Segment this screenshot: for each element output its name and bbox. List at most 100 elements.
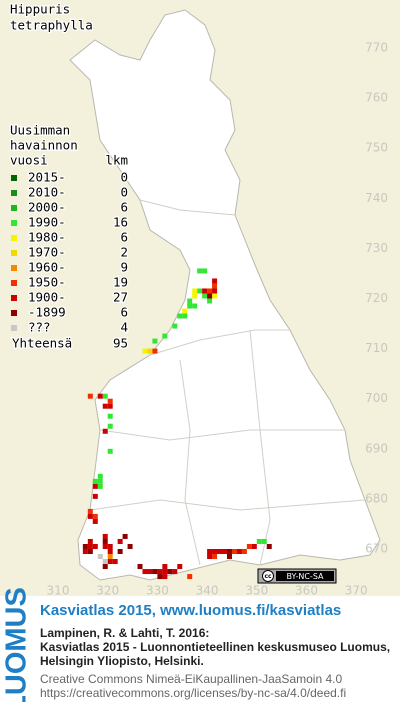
- occurrence-square: [222, 549, 228, 554]
- occurrence-square: [127, 543, 133, 549]
- legend-total: 95: [113, 336, 128, 351]
- y-tick-label: 770: [365, 41, 388, 55]
- citation: Kasviatlas 2015 - Luonnontieteellinen ke…: [40, 640, 390, 654]
- legend-count: 2: [120, 245, 128, 260]
- legend-swatch: [11, 325, 17, 331]
- occurrence-square: [172, 569, 178, 575]
- occurrence-square: [177, 313, 183, 319]
- occurrence-square: [102, 393, 108, 399]
- occurrence-square: [147, 569, 153, 575]
- citation: Helsingin Yliopisto, Helsinki.: [40, 654, 204, 668]
- x-tick-label: 340: [196, 584, 219, 598]
- legend-swatch: [11, 280, 17, 286]
- occurrence-square: [212, 283, 218, 289]
- occurrence-square: [87, 508, 93, 514]
- occurrence-square: [217, 549, 223, 554]
- occurrence-square: [202, 288, 208, 294]
- occurrence-square: [167, 569, 173, 575]
- occurrence-square: [97, 483, 103, 489]
- occurrence-square: [102, 564, 108, 570]
- occurrence-square: [187, 303, 193, 309]
- occurrence-square: [97, 393, 103, 399]
- occurrence-square: [122, 533, 128, 539]
- legend-count: 16: [113, 215, 128, 230]
- y-tick-label: 720: [365, 291, 388, 305]
- legend-count: 0: [120, 170, 128, 185]
- legend-count: 6: [120, 305, 128, 320]
- occurrence-square: [251, 543, 257, 549]
- legend-label: 1980-: [28, 230, 66, 245]
- occurrence-square: [117, 549, 123, 554]
- occurrence-square: [226, 554, 232, 560]
- occurrence-square: [102, 403, 108, 409]
- legend-count: 9: [120, 260, 128, 275]
- region-border: [179, 359, 201, 566]
- occurrence-square: [266, 543, 272, 549]
- occurrence-square: [256, 538, 262, 544]
- occurrence-square: [102, 533, 108, 539]
- species-name: Hippuris: [10, 2, 70, 17]
- svg-text:cc: cc: [264, 573, 272, 580]
- occurrence-square: [152, 569, 158, 575]
- y-tick-label: 760: [365, 91, 388, 105]
- occurrence-squares: [82, 268, 272, 580]
- occurrence-square: [192, 288, 198, 294]
- occurrence-square: [172, 323, 178, 329]
- occurrence-square: [87, 513, 93, 519]
- occurrence-square: [162, 564, 168, 570]
- occurrence-square: [226, 549, 232, 554]
- occurrence-square: [97, 473, 103, 479]
- legend-count: 27: [113, 290, 128, 305]
- occurrence-square: [87, 549, 93, 554]
- occurrence-square: [152, 338, 158, 344]
- y-tick-label: 730: [365, 241, 388, 255]
- occurrence-square: [157, 569, 163, 575]
- legend-count: 0: [120, 185, 128, 200]
- occurrence-square: [137, 564, 143, 570]
- occurrence-square: [92, 483, 98, 489]
- occurrence-square: [197, 268, 203, 274]
- occurrence-square: [142, 569, 148, 575]
- occurrence-square: [202, 293, 208, 299]
- occurrence-square: [187, 298, 193, 304]
- x-tick-label: 370: [345, 584, 368, 598]
- x-tick-label: 330: [146, 584, 169, 598]
- legend-label: 1960-: [28, 260, 66, 275]
- occurrence-square: [102, 428, 108, 434]
- occurrence-square: [202, 268, 208, 274]
- y-tick-label: 710: [365, 341, 388, 355]
- occurrence-square: [212, 293, 218, 299]
- occurrence-square: [152, 348, 158, 354]
- occurrence-square: [87, 538, 93, 544]
- legend-count: 6: [120, 230, 128, 245]
- occurrence-square: [207, 293, 213, 299]
- legend-swatch: [11, 235, 17, 241]
- occurrence-square: [197, 288, 203, 294]
- occurrence-square: [102, 538, 108, 544]
- occurrence-square: [107, 413, 113, 419]
- y-tick-label: 690: [365, 441, 388, 455]
- occurrence-square: [92, 518, 98, 524]
- region-border: [99, 429, 345, 441]
- occurrence-square: [162, 333, 168, 339]
- atlas-link[interactable]: Kasviatlas 2015, www.luomus.fi/kasviatla…: [40, 602, 341, 619]
- occurrence-square: [82, 549, 88, 554]
- legend-count: 6: [120, 200, 128, 215]
- region-border: [149, 329, 290, 356]
- legend-swatch: [11, 295, 17, 301]
- occurrence-square: [107, 543, 113, 549]
- legend-label: 2015-: [28, 170, 66, 185]
- occurrence-square: [97, 554, 103, 560]
- occurrence-square: [102, 543, 108, 549]
- x-tick-label: 360: [295, 584, 318, 598]
- citation: Lampinen, R. & Lahti, T. 2016:: [40, 626, 209, 640]
- occurrence-square: [92, 478, 98, 484]
- occurrence-square: [107, 549, 113, 554]
- occurrence-square: [236, 549, 242, 554]
- legend-swatch: [11, 175, 17, 181]
- legend-total-label: Yhteensä: [12, 336, 72, 351]
- occurrence-square: [87, 393, 93, 399]
- license-url[interactable]: https://creativecommons.org/licenses/by-…: [40, 686, 346, 700]
- occurrence-square: [147, 348, 153, 354]
